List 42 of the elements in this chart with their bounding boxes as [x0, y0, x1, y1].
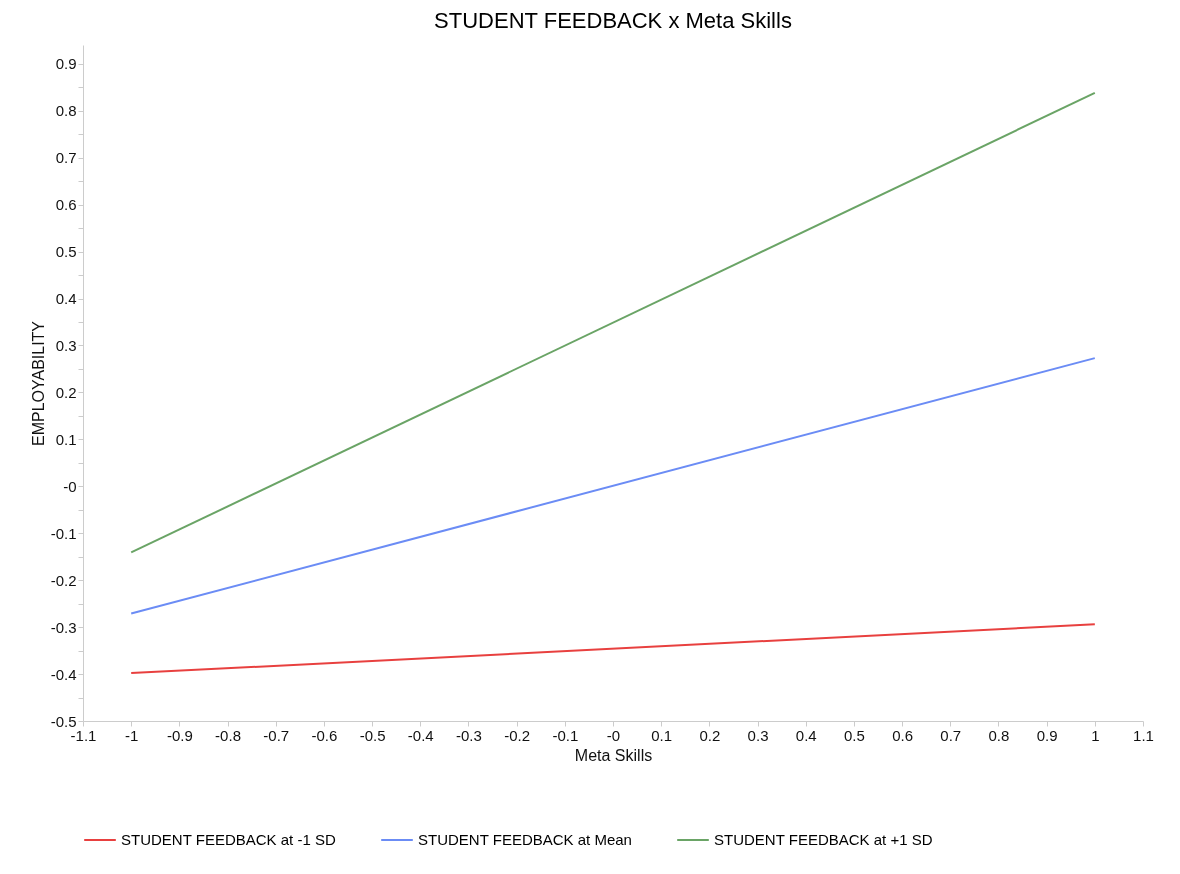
y-tick-label: -0.2 — [50, 571, 77, 589]
x-tick-label: 0.2 — [699, 726, 721, 744]
y-tick-label: 0.5 — [55, 243, 77, 261]
y-tick-label: 0.1 — [55, 430, 77, 448]
y-tick-label: 0.8 — [55, 102, 77, 120]
x-tick-label: -0.8 — [215, 726, 241, 744]
x-tick-label: 0.8 — [988, 726, 1010, 744]
x-tick-label: -0.2 — [504, 726, 531, 744]
y-tick-label: 0.9 — [55, 55, 77, 73]
x-tick-label: -0.4 — [407, 726, 434, 744]
y-tick-label: 0.3 — [55, 336, 77, 354]
x-tick-label: -1 — [125, 726, 139, 744]
x-tick-label: -0 — [606, 726, 621, 744]
y-tick-label: -0.3 — [50, 618, 77, 636]
chart-title: STUDENT FEEDBACK x Meta Skills — [434, 8, 792, 33]
y-tick-label: 0.6 — [55, 196, 77, 214]
y-tick-label: 0.7 — [55, 149, 77, 167]
x-tick-label: 1 — [1091, 726, 1100, 744]
x-tick-label: -0.3 — [456, 726, 482, 744]
x-tick-label: -0.1 — [552, 726, 579, 744]
y-tick-label: -0.4 — [50, 665, 77, 683]
y-tick-label: -0 — [63, 477, 77, 495]
x-tick-label: 0.6 — [892, 726, 914, 744]
x-tick-label: 0.5 — [843, 726, 865, 744]
x-tick-label: -0.6 — [311, 726, 338, 744]
x-tick-label: 0.3 — [747, 726, 769, 744]
x-axis-title: Meta Skills — [574, 746, 653, 764]
x-tick-label: 0.9 — [1036, 726, 1058, 744]
x-tick-label: 0.1 — [651, 726, 673, 744]
x-tick-label: 0.7 — [940, 726, 962, 744]
x-tick-label: -0.9 — [166, 726, 193, 744]
y-tick-label: 0.4 — [55, 290, 77, 307]
x-tick-label: -0.7 — [263, 726, 290, 744]
legend-label: STUDENT FEEDBACK at +1 SD — [714, 831, 933, 848]
x-tick-label: -0.5 — [359, 726, 386, 744]
y-axis-title: EMPLOYABILITY — [29, 320, 47, 447]
y-tick-label: 0.2 — [55, 383, 77, 401]
x-tick-label: 1.1 — [1133, 726, 1154, 744]
legend-label: STUDENT FEEDBACK at Mean — [418, 831, 632, 848]
x-tick-label: 0.4 — [795, 726, 817, 744]
legend-label: STUDENT FEEDBACK at -1 SD — [121, 831, 336, 848]
y-tick-label: -0.1 — [50, 524, 77, 542]
